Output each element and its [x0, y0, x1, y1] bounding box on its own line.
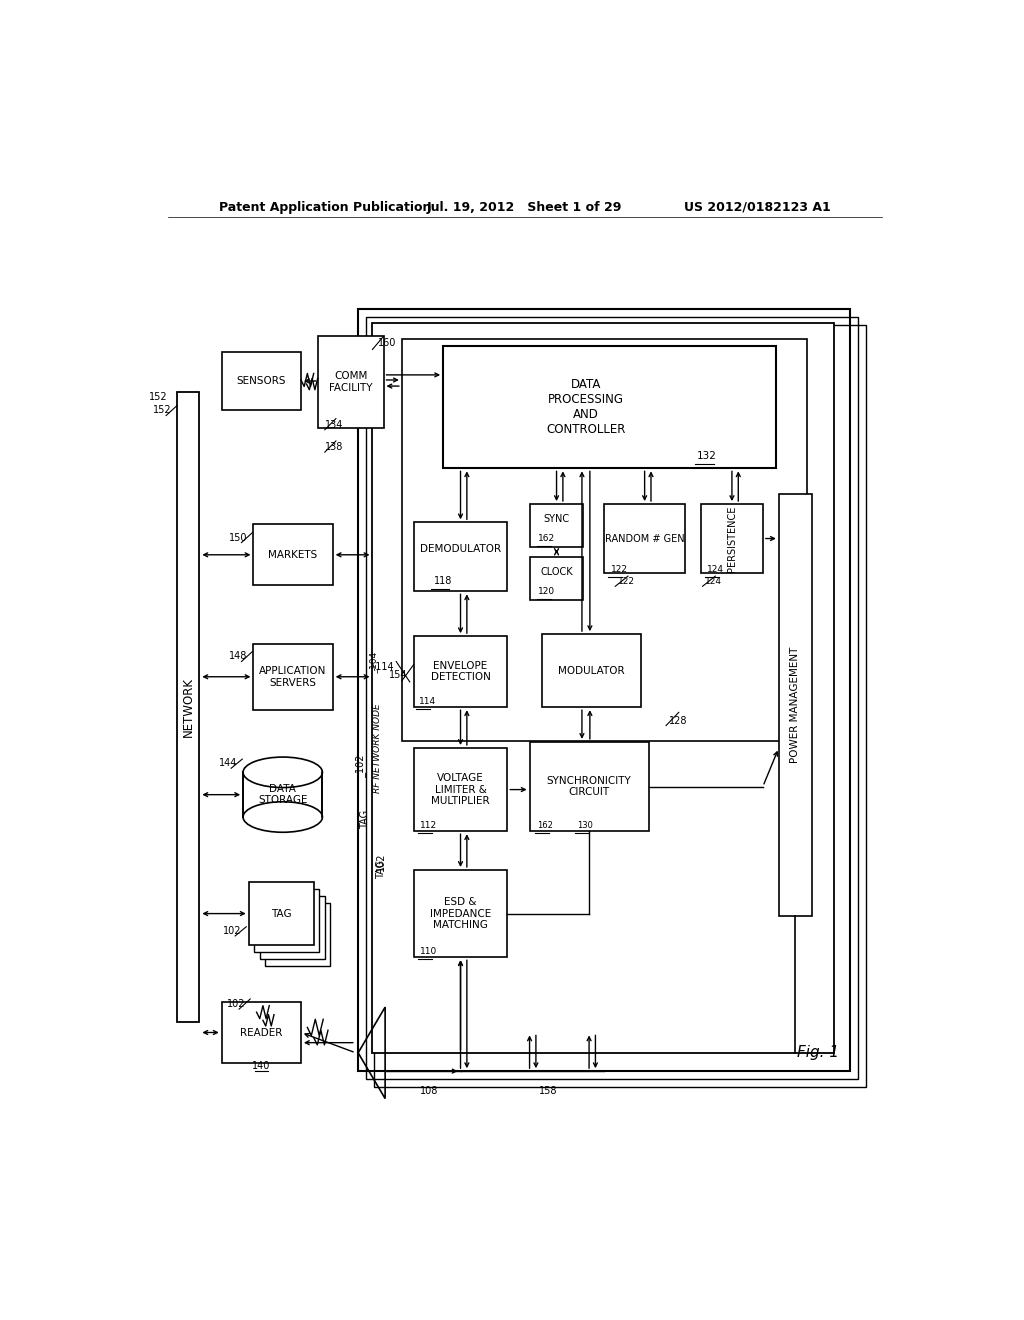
Text: 140: 140 — [252, 1061, 270, 1071]
Text: 102: 102 — [223, 925, 242, 936]
Text: \114: \114 — [373, 661, 394, 672]
Text: ESD &
IMPEDANCE
MATCHING: ESD & IMPEDANCE MATCHING — [430, 898, 492, 931]
FancyBboxPatch shape — [265, 903, 331, 966]
Text: 110: 110 — [420, 946, 437, 956]
Text: VOLTAGE
LIMITER &
MULTIPLIER: VOLTAGE LIMITER & MULTIPLIER — [431, 774, 489, 807]
Text: 124: 124 — [708, 565, 724, 573]
Text: 128: 128 — [670, 717, 688, 726]
FancyBboxPatch shape — [530, 557, 583, 599]
Text: DATA
PROCESSING
AND
CONTROLLER: DATA PROCESSING AND CONTROLLER — [546, 379, 626, 437]
Text: 160: 160 — [378, 338, 396, 348]
Text: TAG: TAG — [360, 809, 371, 829]
FancyBboxPatch shape — [253, 524, 333, 585]
Text: 144: 144 — [219, 758, 238, 768]
Text: ̲104: ̲104 — [374, 656, 383, 673]
Text: POWER MANAGEMENT: POWER MANAGEMENT — [791, 647, 801, 763]
Text: CLOCK: CLOCK — [541, 568, 572, 577]
FancyBboxPatch shape — [358, 309, 850, 1071]
Text: READER: READER — [241, 1027, 283, 1038]
FancyBboxPatch shape — [221, 351, 301, 411]
Text: 134: 134 — [325, 420, 343, 430]
Text: NETWORK: NETWORK — [182, 677, 195, 738]
Text: DEMODULATOR: DEMODULATOR — [420, 544, 501, 553]
FancyBboxPatch shape — [543, 634, 641, 708]
FancyBboxPatch shape — [530, 504, 583, 546]
Text: 162: 162 — [538, 821, 553, 830]
FancyBboxPatch shape — [604, 504, 685, 573]
Text: TAG: TAG — [377, 861, 386, 879]
Text: SENSORS: SENSORS — [237, 376, 286, 385]
Text: RANDOM # GEN: RANDOM # GEN — [605, 533, 684, 544]
Text: Jul. 19, 2012   Sheet 1 of 29: Jul. 19, 2012 Sheet 1 of 29 — [427, 201, 623, 214]
Text: SYNC: SYNC — [544, 515, 569, 524]
FancyBboxPatch shape — [414, 870, 507, 957]
Text: MARKETS: MARKETS — [268, 550, 317, 560]
FancyBboxPatch shape — [254, 890, 319, 952]
Text: COMM
FACILITY: COMM FACILITY — [330, 371, 373, 393]
Text: 148: 148 — [228, 652, 247, 661]
Text: 124: 124 — [705, 577, 722, 586]
Text: MODULATOR: MODULATOR — [558, 665, 625, 676]
FancyBboxPatch shape — [443, 346, 776, 469]
Text: 158: 158 — [540, 1086, 558, 1097]
Text: Fig. 1: Fig. 1 — [798, 1045, 840, 1060]
FancyBboxPatch shape — [243, 772, 323, 817]
Text: DATA
STORAGE: DATA STORAGE — [258, 784, 307, 805]
Text: 154: 154 — [389, 669, 408, 680]
Text: SYNCHRONICITY
CIRCUIT: SYNCHRONICITY CIRCUIT — [547, 776, 632, 797]
Text: 130: 130 — [578, 821, 593, 830]
Text: ̲102: ̲102 — [359, 759, 371, 777]
FancyBboxPatch shape — [401, 339, 807, 741]
Text: 162: 162 — [539, 535, 555, 543]
FancyBboxPatch shape — [253, 644, 333, 710]
Text: 102: 102 — [377, 853, 386, 871]
FancyBboxPatch shape — [373, 323, 835, 1053]
Text: 138: 138 — [325, 442, 343, 451]
Text: ENVELOPE
DETECTION: ENVELOPE DETECTION — [430, 661, 490, 682]
Text: 120: 120 — [539, 587, 555, 595]
FancyBboxPatch shape — [221, 1002, 301, 1063]
Text: 112: 112 — [420, 821, 437, 830]
Text: 108: 108 — [421, 1086, 438, 1097]
FancyBboxPatch shape — [414, 523, 507, 591]
Text: 152: 152 — [150, 392, 168, 403]
FancyBboxPatch shape — [778, 494, 812, 916]
FancyBboxPatch shape — [249, 882, 313, 945]
FancyBboxPatch shape — [414, 748, 507, 832]
Ellipse shape — [243, 758, 323, 788]
FancyBboxPatch shape — [260, 896, 325, 960]
Text: 122: 122 — [610, 565, 628, 573]
Text: 150: 150 — [228, 532, 247, 543]
Text: 122: 122 — [617, 577, 635, 586]
Text: TAG: TAG — [271, 908, 292, 919]
FancyBboxPatch shape — [701, 504, 763, 573]
Text: 114: 114 — [419, 697, 435, 706]
Text: 132: 132 — [697, 451, 717, 461]
Text: US 2012/0182123 A1: US 2012/0182123 A1 — [684, 201, 830, 214]
Ellipse shape — [243, 801, 323, 833]
Text: RF NETWORK NODE: RF NETWORK NODE — [374, 704, 383, 793]
Text: 152: 152 — [153, 405, 172, 416]
Text: 118: 118 — [433, 577, 452, 586]
Text: Patent Application Publication: Patent Application Publication — [219, 201, 432, 214]
Text: 102: 102 — [227, 999, 246, 1008]
Text: PERSISTENCE: PERSISTENCE — [727, 506, 737, 572]
FancyBboxPatch shape — [177, 392, 200, 1022]
FancyBboxPatch shape — [529, 742, 648, 832]
FancyBboxPatch shape — [414, 636, 507, 708]
FancyBboxPatch shape — [318, 337, 384, 428]
Text: APPLICATION
SERVERS: APPLICATION SERVERS — [259, 667, 327, 688]
